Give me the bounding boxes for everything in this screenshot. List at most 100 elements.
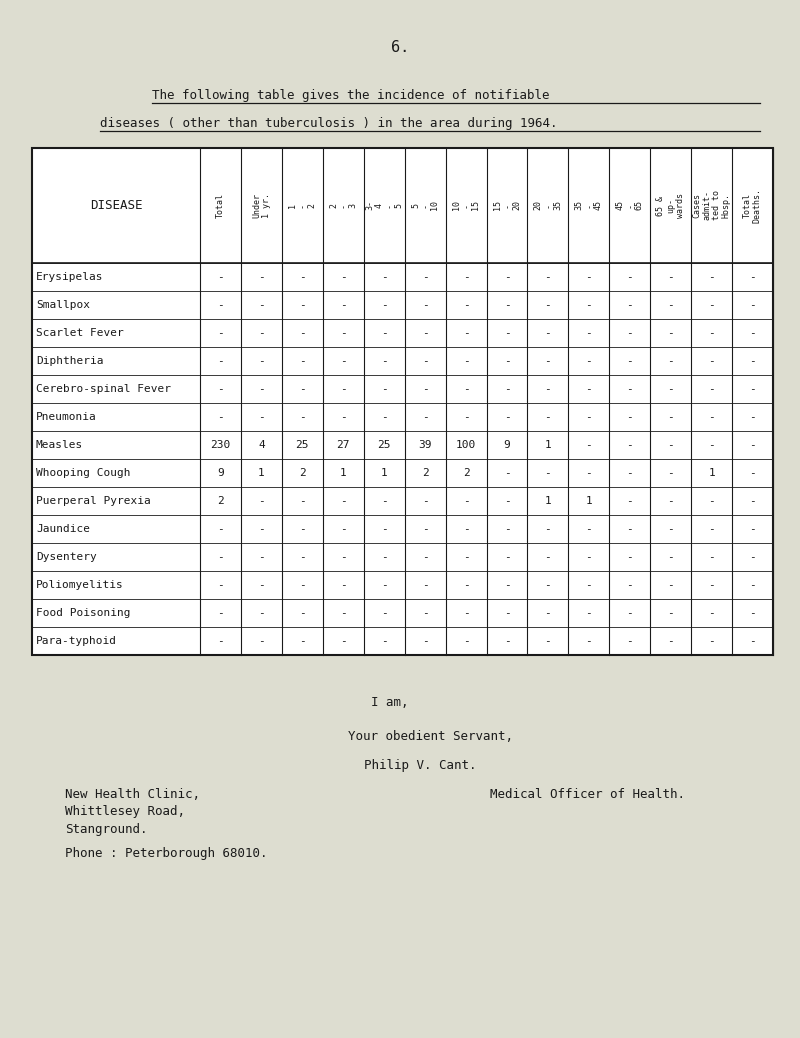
Text: -: - — [545, 552, 551, 562]
Text: -: - — [667, 468, 674, 479]
Text: -: - — [503, 636, 510, 646]
Text: -: - — [667, 272, 674, 282]
Text: -: - — [340, 328, 346, 338]
Text: -: - — [667, 412, 674, 422]
Text: -: - — [503, 524, 510, 534]
Text: -: - — [258, 524, 265, 534]
Text: 45
-
65: 45 - 65 — [615, 200, 644, 211]
Text: -: - — [749, 636, 756, 646]
Text: -: - — [217, 552, 224, 562]
Text: I am,: I am, — [371, 696, 409, 710]
Text: -: - — [667, 384, 674, 394]
Text: -: - — [258, 300, 265, 310]
Text: 39: 39 — [418, 440, 432, 450]
Text: -: - — [545, 580, 551, 590]
Text: -: - — [422, 300, 429, 310]
Text: -: - — [503, 356, 510, 366]
Text: -: - — [299, 300, 306, 310]
Text: -: - — [749, 580, 756, 590]
Text: -: - — [503, 272, 510, 282]
Text: -: - — [422, 356, 429, 366]
Text: 3-
4
-
5: 3- 4 - 5 — [365, 200, 403, 211]
Text: Measles: Measles — [36, 440, 83, 450]
Text: -: - — [708, 552, 715, 562]
Text: -: - — [340, 384, 346, 394]
Text: -: - — [299, 356, 306, 366]
Text: 2
-
3: 2 - 3 — [329, 203, 358, 208]
Text: -: - — [545, 356, 551, 366]
Text: -: - — [381, 608, 387, 618]
Text: -: - — [217, 412, 224, 422]
Text: -: - — [545, 608, 551, 618]
Text: -: - — [708, 496, 715, 506]
Text: -: - — [503, 496, 510, 506]
Text: -: - — [586, 580, 592, 590]
Text: Puerperal Pyrexia: Puerperal Pyrexia — [36, 496, 150, 506]
Text: -: - — [462, 328, 470, 338]
Text: -: - — [626, 524, 633, 534]
Text: -: - — [422, 608, 429, 618]
Text: -: - — [749, 356, 756, 366]
Text: -: - — [749, 608, 756, 618]
Text: -: - — [462, 384, 470, 394]
Text: -: - — [258, 496, 265, 506]
Text: -: - — [381, 328, 387, 338]
Text: -: - — [422, 496, 429, 506]
Text: -: - — [299, 608, 306, 618]
Text: -: - — [217, 356, 224, 366]
Text: -: - — [749, 440, 756, 450]
Text: 230: 230 — [210, 440, 230, 450]
Text: -: - — [586, 552, 592, 562]
Text: -: - — [299, 496, 306, 506]
Text: -: - — [422, 384, 429, 394]
Text: Dysentery: Dysentery — [36, 552, 97, 562]
Text: -: - — [217, 384, 224, 394]
Text: -: - — [503, 412, 510, 422]
Text: -: - — [299, 412, 306, 422]
Text: 1: 1 — [545, 440, 551, 450]
Text: -: - — [749, 412, 756, 422]
Text: -: - — [749, 468, 756, 479]
Text: -: - — [749, 300, 756, 310]
Text: -: - — [462, 300, 470, 310]
Text: 1: 1 — [545, 496, 551, 506]
Text: -: - — [667, 608, 674, 618]
Text: -: - — [217, 608, 224, 618]
Text: 4: 4 — [258, 440, 265, 450]
Text: 2: 2 — [422, 468, 429, 479]
Text: -: - — [626, 552, 633, 562]
Text: -: - — [381, 496, 387, 506]
Text: -: - — [258, 272, 265, 282]
Text: -: - — [667, 496, 674, 506]
Text: -: - — [626, 384, 633, 394]
Text: -: - — [708, 440, 715, 450]
Text: 6.: 6. — [391, 40, 409, 55]
Text: Poliomyelitis: Poliomyelitis — [36, 580, 124, 590]
Text: -: - — [299, 552, 306, 562]
Text: -: - — [381, 524, 387, 534]
Text: -: - — [299, 328, 306, 338]
Text: -: - — [749, 328, 756, 338]
Text: Whooping Cough: Whooping Cough — [36, 468, 130, 479]
Text: -: - — [340, 496, 346, 506]
Text: Cerebro-spinal Fever: Cerebro-spinal Fever — [36, 384, 171, 394]
Text: -: - — [217, 272, 224, 282]
Text: -: - — [422, 412, 429, 422]
Text: -: - — [708, 384, 715, 394]
Text: -: - — [749, 272, 756, 282]
Bar — [32, 148, 773, 655]
Text: -: - — [299, 384, 306, 394]
Text: -: - — [340, 272, 346, 282]
Text: -: - — [708, 524, 715, 534]
Text: -: - — [462, 636, 470, 646]
Text: 100: 100 — [456, 440, 476, 450]
Text: -: - — [545, 328, 551, 338]
Text: Total
Deaths.: Total Deaths. — [743, 188, 762, 223]
Text: -: - — [462, 608, 470, 618]
Text: -: - — [586, 636, 592, 646]
Text: -: - — [217, 636, 224, 646]
Text: 9: 9 — [217, 468, 224, 479]
Text: -: - — [626, 300, 633, 310]
Text: -: - — [749, 524, 756, 534]
Text: Under
1 yr.: Under 1 yr. — [252, 193, 270, 218]
